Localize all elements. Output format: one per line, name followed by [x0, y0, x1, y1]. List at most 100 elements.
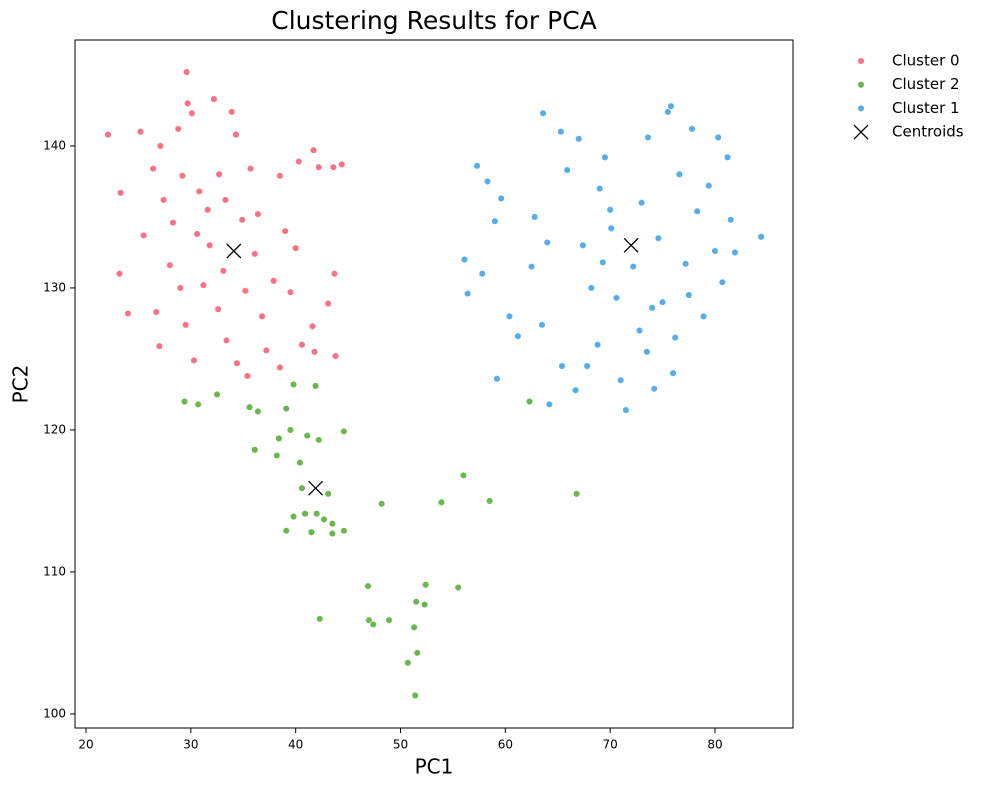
point: [320, 515, 328, 524]
point: [195, 187, 203, 196]
point: [199, 281, 208, 289]
point: [454, 583, 462, 592]
point: [215, 170, 223, 179]
point: [491, 217, 499, 225]
x-tick-label: 20: [78, 738, 93, 752]
legend-label: Cluster 0: [892, 52, 960, 70]
point: [203, 206, 212, 214]
point: [385, 616, 393, 624]
y-tick-label: 140: [43, 138, 66, 152]
point: [310, 348, 319, 356]
point: [629, 262, 637, 271]
y-tick-label: 110: [43, 564, 66, 578]
point: [245, 403, 254, 411]
point: [258, 312, 266, 321]
point: [583, 362, 591, 370]
chart-title: Clustering Results for PCA: [271, 6, 597, 35]
point: [539, 109, 547, 118]
point: [599, 258, 607, 267]
point: [404, 659, 412, 667]
point: [718, 278, 727, 287]
point: [238, 216, 246, 224]
point: [213, 390, 221, 399]
x-tick-label: 40: [288, 738, 303, 752]
point: [411, 691, 419, 700]
point: [483, 177, 492, 186]
point: [155, 342, 164, 350]
y-tick-label: 130: [43, 280, 66, 294]
point: [246, 164, 255, 173]
point: [298, 484, 306, 492]
point: [757, 233, 765, 241]
point: [681, 260, 690, 268]
point: [545, 400, 554, 409]
point: [331, 352, 340, 360]
point: [637, 198, 646, 207]
point: [459, 471, 468, 480]
centroid-stroke: [308, 480, 324, 496]
point: [558, 362, 566, 370]
point: [525, 397, 534, 406]
point: [485, 497, 494, 505]
point: [281, 227, 289, 235]
point: [309, 146, 318, 154]
point: [648, 304, 656, 312]
x-axis-label: PC1: [415, 755, 454, 779]
point: [538, 321, 546, 329]
point: [460, 255, 469, 264]
point: [688, 125, 696, 133]
point: [606, 206, 614, 214]
point: [563, 166, 571, 174]
point: [650, 385, 658, 393]
point: [421, 580, 430, 589]
point: [166, 261, 174, 269]
point: [340, 527, 348, 535]
legend-label: Cluster 2: [892, 75, 960, 93]
point: [658, 298, 667, 306]
x-tick-label: 60: [498, 738, 513, 752]
point: [622, 406, 630, 414]
point: [557, 127, 565, 136]
point: [308, 322, 317, 331]
point: [149, 164, 157, 173]
point: [704, 181, 713, 190]
point: [364, 582, 372, 590]
point: [193, 230, 201, 238]
point: [282, 527, 290, 535]
point: [190, 356, 198, 365]
point: [152, 308, 160, 316]
point: [174, 125, 183, 133]
point: [181, 321, 190, 329]
point: [601, 153, 609, 162]
point: [276, 172, 284, 180]
y-tick-label: 100: [43, 706, 66, 720]
point: [324, 490, 332, 498]
point: [188, 109, 196, 118]
point: [219, 267, 228, 275]
centroid: [308, 480, 324, 496]
point: [514, 332, 522, 340]
point: [251, 446, 259, 454]
point: [210, 95, 218, 103]
point: [731, 248, 739, 257]
point: [159, 196, 168, 204]
point: [286, 426, 295, 434]
point: [176, 284, 185, 292]
point: [685, 291, 693, 299]
point: [671, 333, 679, 342]
point: [183, 99, 192, 108]
point: [221, 196, 230, 204]
legend-label: Cluster 1: [892, 99, 960, 117]
point: [412, 598, 420, 606]
point: [857, 80, 865, 89]
point: [527, 262, 536, 271]
point: [136, 127, 145, 136]
point: [693, 207, 701, 216]
point: [593, 340, 602, 349]
point: [251, 250, 259, 258]
point: [232, 130, 240, 139]
point: [169, 218, 177, 227]
point: [222, 336, 231, 345]
point: [273, 451, 281, 460]
